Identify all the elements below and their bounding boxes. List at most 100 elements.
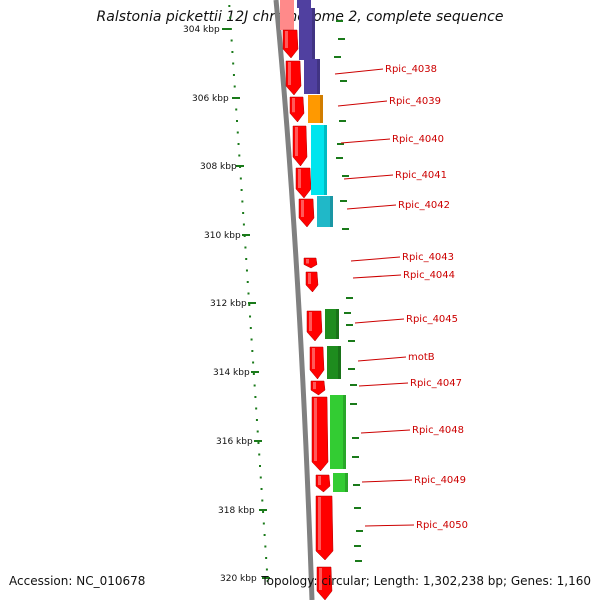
gc-mark (350, 403, 357, 405)
cds-arrow (310, 380, 326, 396)
cds-faint (280, 0, 294, 30)
arrow-highlight (295, 127, 298, 156)
gc-mark (338, 38, 345, 40)
track-dot (263, 534, 266, 536)
gene-label: Rpic_4041 (395, 170, 447, 181)
gc-mark (340, 80, 347, 82)
arrow-highlight (308, 273, 311, 284)
feature-block (333, 473, 348, 492)
arrow-highlight (288, 62, 291, 85)
tick-label: 312 kbp (210, 299, 247, 309)
tick-label: 306 kbp (192, 94, 229, 104)
track-dot (248, 304, 251, 306)
track-dot (256, 430, 259, 433)
tick-mark (262, 577, 270, 579)
block-shade (336, 309, 339, 339)
block-shade (324, 125, 327, 195)
gc-content-track (334, 20, 363, 562)
cds-arrow (315, 495, 334, 561)
cds-arrow (289, 96, 305, 123)
cds-arrow (295, 167, 312, 199)
track-dot (236, 120, 238, 122)
track-dot (252, 361, 255, 364)
feature-block (325, 309, 339, 339)
gc-mark (340, 200, 347, 202)
kbp-ticks: 304 kbp 306 kbp 308 kbp 310 kbp 312 kbp 314 k… (183, 25, 270, 584)
block-shade (320, 95, 323, 123)
track-dot (232, 62, 235, 65)
chromosome-backbone (273, 0, 315, 600)
tick-mark (254, 440, 262, 442)
track-dot (265, 557, 268, 559)
cds-arrow (309, 346, 325, 380)
track-dot (246, 281, 249, 283)
track-dot (262, 522, 265, 525)
track-dot (242, 223, 245, 226)
track-dot (237, 143, 240, 145)
cds-arrow (303, 257, 318, 269)
category-purple (297, 0, 311, 8)
gc-mark (354, 545, 361, 547)
track-dot (233, 85, 236, 88)
gene-labels: Rpic_4038 Rpic_4039 Rpic_4040 Rpic_4041 Rpic… (334, 64, 468, 531)
track-dot (231, 51, 234, 53)
track-dot (249, 315, 252, 318)
gene-leader-line (346, 204, 397, 210)
cds-arrow (292, 125, 308, 167)
gene-label: motB (408, 352, 435, 363)
gc-mark (352, 456, 359, 458)
arrow-highlight (319, 568, 322, 590)
gene-leader-line (340, 138, 391, 144)
gc-mark (354, 507, 361, 509)
gene-leader-line (361, 479, 413, 483)
gene-leader-line (343, 174, 394, 180)
gc-mark (337, 143, 344, 145)
gene-leader-line (364, 524, 415, 527)
gc-mark (342, 228, 349, 230)
track-dot (249, 327, 252, 329)
cds-arrow (311, 396, 329, 472)
tick-mark (251, 371, 259, 373)
feature-block (304, 59, 320, 94)
gene-label: Rpic_4050 (416, 520, 468, 531)
gene-leader-line (337, 100, 388, 107)
track-dot (261, 499, 264, 502)
tick-mark (232, 97, 240, 99)
gene-label: Rpic_4049 (414, 475, 466, 486)
track-dot (259, 476, 262, 479)
tick-label: 310 kbp (204, 231, 241, 241)
track-dot (262, 511, 265, 513)
track-dot (250, 338, 253, 341)
track-dot (255, 407, 258, 410)
track-dot (257, 442, 260, 444)
gc-mark (352, 437, 359, 439)
gc-mark (342, 175, 349, 177)
feature-block (317, 196, 333, 227)
gc-mark (334, 56, 341, 58)
tick-label: 320 kbp (220, 574, 257, 584)
block-shade (330, 196, 333, 227)
arrow-highlight (313, 382, 316, 390)
block-shade (343, 395, 346, 469)
gene-leader-line (358, 382, 409, 387)
track-dot (240, 189, 243, 191)
feature-block (308, 95, 323, 123)
tick-mark (242, 234, 250, 236)
tick-mark (259, 509, 267, 511)
track-dot (252, 373, 255, 375)
gc-mark (350, 384, 357, 386)
track-dot (245, 258, 248, 260)
tick-dot-track (228, 5, 269, 582)
cds-arrow (285, 60, 302, 96)
track-dot (254, 396, 257, 398)
block-shade (312, 8, 315, 60)
track-dot (244, 246, 247, 249)
accession-text: Accession: NC_010678 (9, 574, 146, 588)
gene-label: Rpic_4045 (406, 314, 458, 325)
arrow-highlight (285, 31, 288, 48)
track-dot (266, 580, 269, 582)
feature-block (327, 346, 341, 379)
track-dot (251, 350, 254, 352)
track-dot (230, 39, 233, 42)
